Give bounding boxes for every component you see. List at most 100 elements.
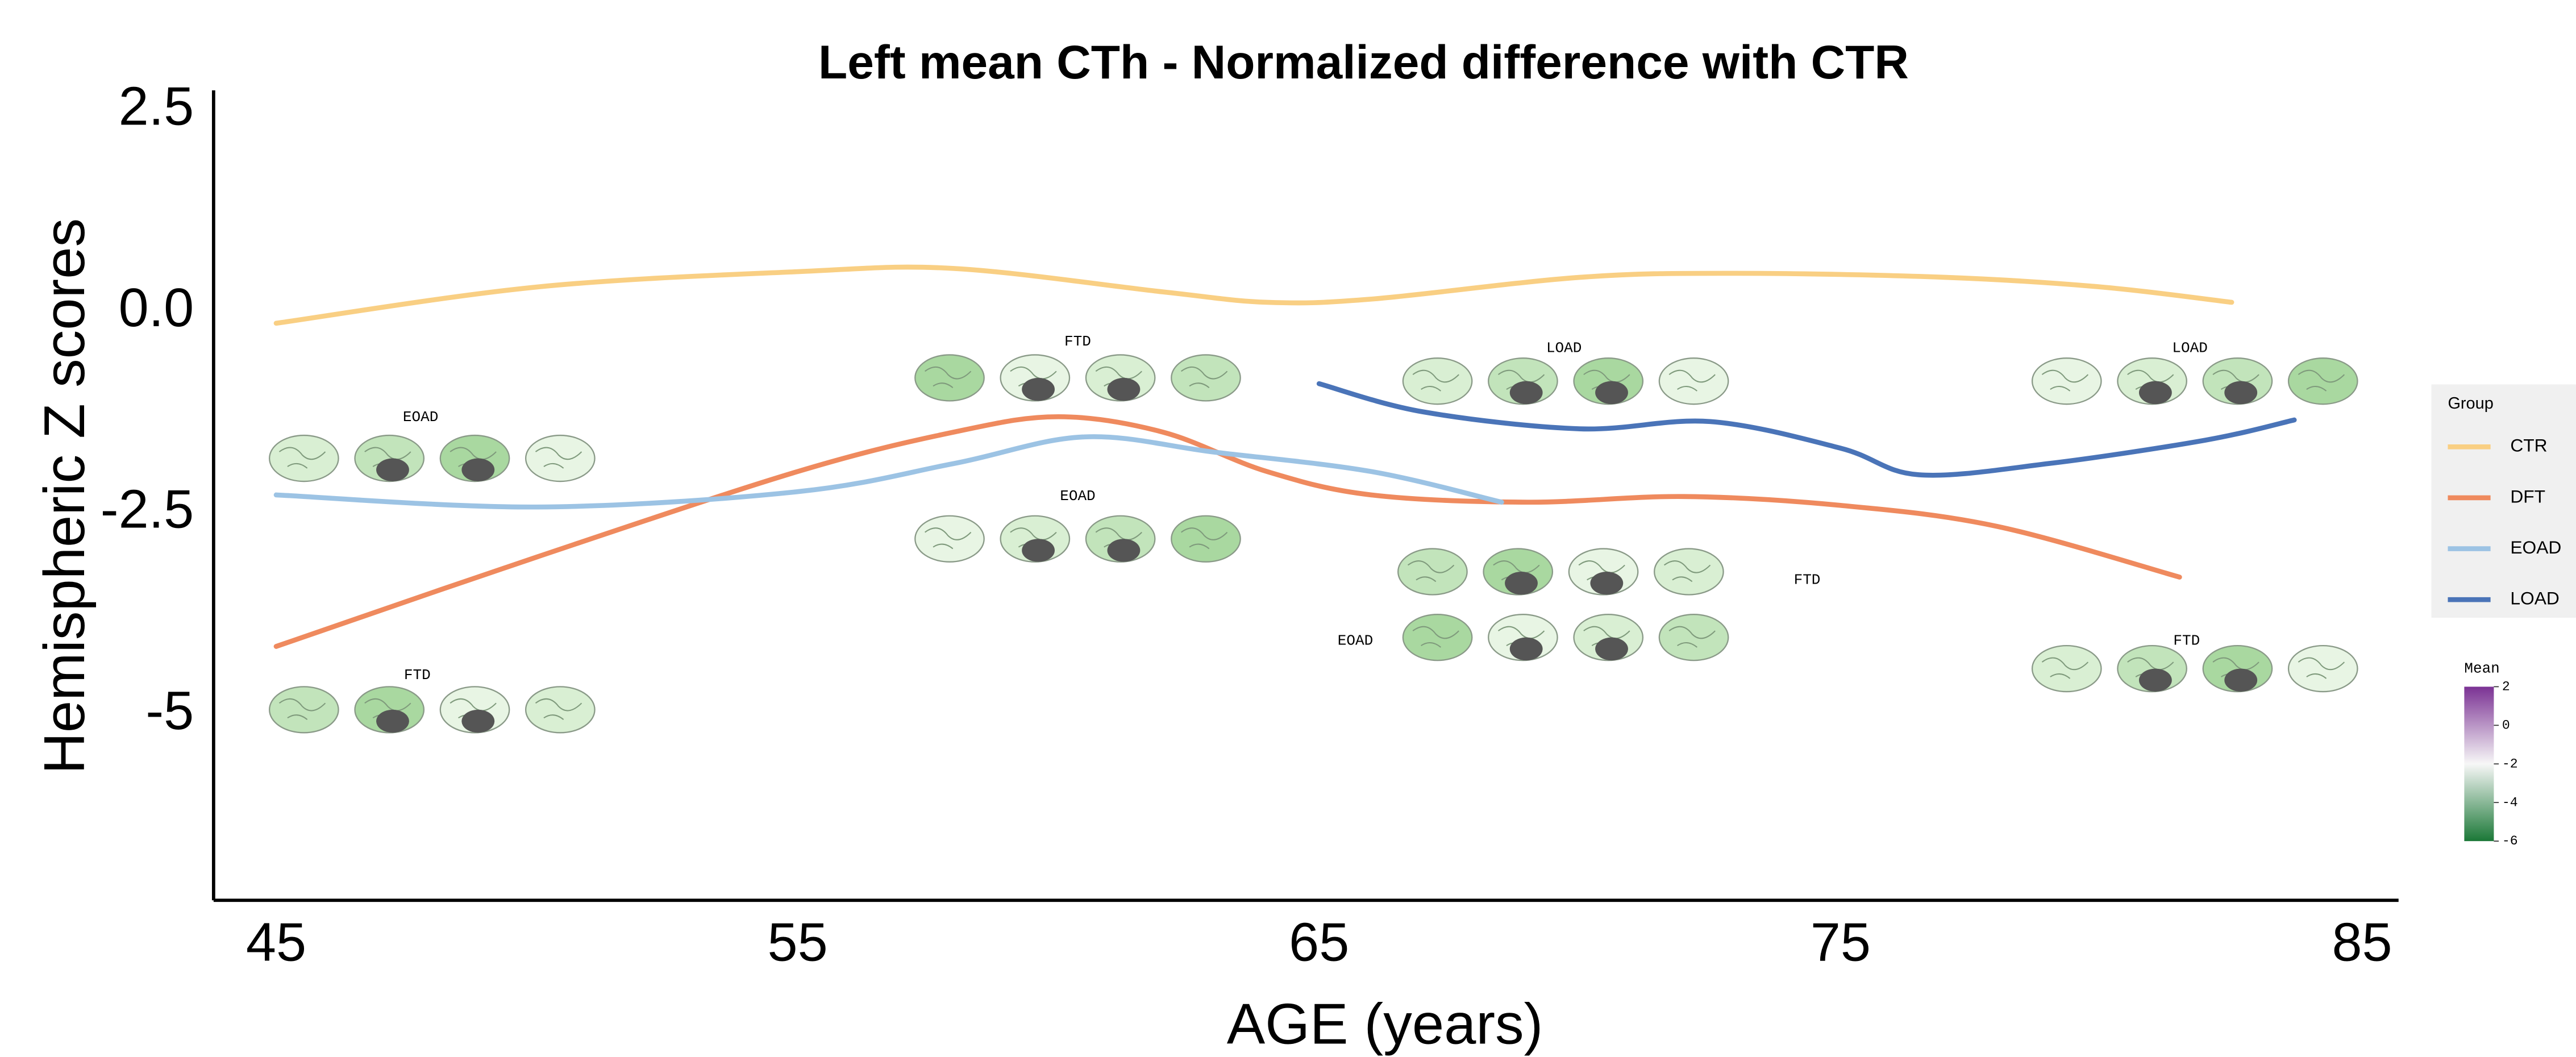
brain — [1658, 357, 1729, 405]
brain — [1397, 548, 1468, 596]
brain-thumbnails — [268, 434, 596, 482]
brain-sulci — [1668, 626, 1716, 648]
brain — [2287, 644, 2358, 693]
brain-stem — [376, 458, 409, 482]
brain — [1402, 357, 1473, 405]
x-tick-label: 85 — [2332, 912, 2392, 972]
brain — [1171, 354, 1241, 402]
brain-thumbnails — [2031, 644, 2358, 693]
legend-title: Group — [2448, 394, 2493, 413]
annotation: LOAD — [2172, 340, 2207, 357]
x-axis-label: AGE (years) — [1227, 992, 1543, 1056]
colorbar-tick-label: 0 — [2502, 718, 2510, 733]
brain-stem — [1022, 539, 1055, 562]
brain — [914, 515, 985, 563]
brain-sulci — [1180, 367, 1228, 389]
colorbar-tick-label: -4 — [2502, 795, 2518, 810]
brain — [2031, 644, 2102, 693]
brain-thumbnails — [914, 354, 1241, 402]
brain — [525, 686, 596, 734]
x-tick-label: 45 — [246, 912, 306, 972]
x-tick-label: 65 — [1289, 912, 1349, 972]
annotation: FTD — [404, 667, 431, 684]
colorbar-tick-label: -6 — [2502, 834, 2518, 848]
brain — [525, 434, 596, 482]
y-axis-label: Hemispheric Z scores — [32, 218, 97, 774]
x-tick-label: 75 — [1811, 912, 1871, 972]
brain-stem — [376, 709, 409, 733]
series-line — [273, 414, 2182, 649]
annotation: FTD — [2173, 632, 2200, 649]
legend-label: EOAD — [2510, 537, 2561, 557]
brain-stem — [1022, 377, 1055, 401]
chart-title: Left mean CTh - Normalized difference wi… — [818, 35, 1909, 89]
brain-thumbnails — [268, 686, 596, 734]
annotation: FTD — [1064, 333, 1091, 350]
brain-stem — [2224, 381, 2258, 405]
brain-stem — [1107, 539, 1141, 562]
brain-sulci — [925, 527, 972, 550]
brain-sulci — [1180, 527, 1228, 550]
brain-sulci — [925, 367, 972, 389]
series-line — [273, 264, 2234, 326]
colorbar-title: Mean — [2464, 660, 2499, 677]
series-line — [273, 434, 1504, 510]
brain-stem — [1505, 572, 1538, 595]
legend-label: DFT — [2510, 486, 2545, 506]
brain — [1171, 515, 1241, 563]
colorbar-tick-label: 2 — [2502, 680, 2510, 694]
brain-stem — [2138, 668, 2172, 692]
brain — [2287, 357, 2358, 405]
colorbar-tick-label: -2 — [2502, 756, 2518, 771]
annotation: FTD — [1794, 571, 1821, 588]
brain-stem — [2224, 668, 2258, 692]
brain-stem — [461, 709, 495, 733]
brain-stem — [1590, 572, 1624, 595]
series-line — [1316, 381, 2297, 478]
brain — [1402, 614, 1473, 661]
brain-stem — [2138, 381, 2172, 405]
y-tick-label: -2.5 — [101, 480, 194, 540]
brain-sulci — [2298, 657, 2345, 679]
brain-thumbnails — [1402, 357, 1729, 405]
brain-sulci — [535, 447, 582, 469]
brain-stem — [1595, 381, 1628, 405]
brain-sulci — [1407, 560, 1455, 582]
brain-stem — [1595, 637, 1628, 661]
brain — [2031, 357, 2102, 405]
brain-sulci — [1412, 369, 1459, 392]
brain — [268, 434, 339, 482]
brain-sulci — [1412, 626, 1459, 648]
brain — [914, 354, 985, 402]
colorbar — [2464, 686, 2494, 842]
brain-sulci — [278, 447, 326, 469]
brain — [1654, 548, 1724, 596]
legend-box — [2431, 384, 2576, 618]
annotation: EOAD — [1060, 488, 1095, 505]
brain-sulci — [1663, 560, 1711, 582]
brain-sulci — [1668, 369, 1716, 392]
brain — [268, 686, 339, 734]
brain-stem — [461, 458, 495, 482]
brain-stem — [1509, 637, 1543, 661]
annotation: LOAD — [1546, 340, 1582, 357]
brain-stem — [1107, 377, 1141, 401]
y-tick-label: 0.0 — [119, 278, 194, 338]
brain-thumbnails — [1402, 614, 1729, 661]
brain-sulci — [535, 698, 582, 720]
y-tick-label: -5 — [145, 681, 194, 741]
brain-thumbnails — [914, 515, 1241, 563]
brain-thumbnails — [2031, 357, 2358, 405]
brain-thumbnails — [1397, 548, 1724, 596]
legend-label: CTR — [2510, 435, 2547, 456]
brain-sulci — [2041, 369, 2089, 392]
x-tick-label: 55 — [768, 912, 828, 972]
brain-sulci — [278, 698, 326, 720]
legend-label: LOAD — [2510, 588, 2560, 609]
brain — [1658, 614, 1729, 661]
brain-sulci — [2041, 657, 2089, 679]
annotation: EOAD — [1338, 632, 1373, 649]
annotation: EOAD — [403, 409, 438, 426]
